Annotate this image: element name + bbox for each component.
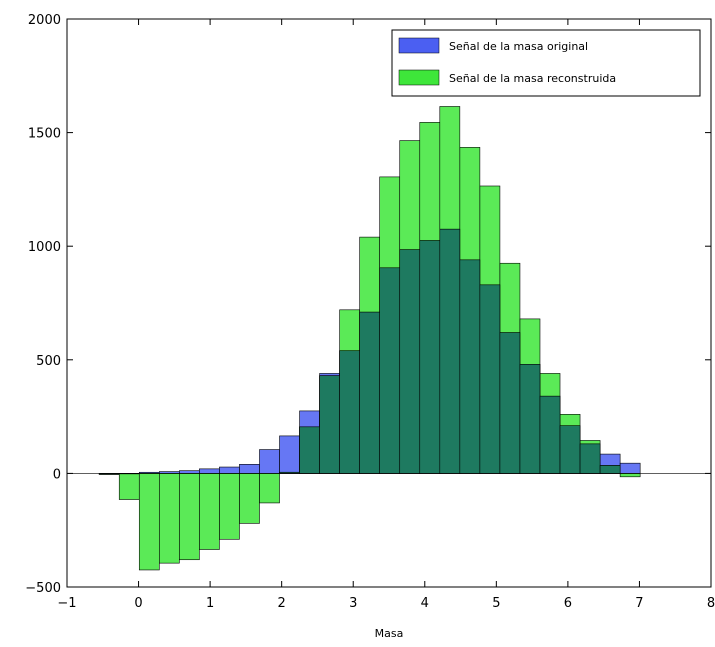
y-tick-label: −500	[25, 581, 61, 596]
x-tick-label: 7	[635, 596, 643, 611]
bar-overlap	[499, 332, 521, 474]
bar-overlap	[359, 311, 380, 474]
bar-reconstructed	[199, 473, 220, 550]
bar-overlap	[319, 375, 340, 474]
bar-reconstructed	[239, 473, 260, 524]
bar-overlap	[539, 395, 561, 474]
legend-label-original: Señal de la masa original	[449, 40, 588, 53]
bar-overlap	[559, 425, 581, 474]
bar-original	[259, 449, 280, 474]
bar-overlap	[479, 284, 501, 474]
x-tick-label: 5	[492, 596, 500, 611]
bar-overlap	[299, 426, 320, 474]
bar-reconstructed	[118, 473, 140, 500]
x-axis-title: Masa	[375, 627, 404, 640]
bar-original	[279, 435, 300, 474]
y-tick-label: 500	[36, 354, 61, 369]
y-tick-label: 0	[53, 467, 61, 482]
legend-swatch-original	[398, 37, 440, 54]
legend-box	[391, 29, 701, 97]
axis-ticks: −1 0 1 2 3 4 5 6 7 8 −500 0 500 1000 1500 2000	[25, 13, 715, 611]
bar-overlap	[399, 249, 421, 474]
bar-original	[219, 466, 240, 474]
bar-overlap	[459, 259, 481, 474]
bar-overlap	[599, 465, 621, 474]
bar-original	[239, 464, 260, 474]
legend-label-reconstructed: Señal de la masa reconstruida	[449, 72, 616, 85]
x-tick-label: 8	[707, 596, 715, 611]
bar-reconstructed	[219, 473, 240, 540]
x-tick-label: 4	[421, 596, 429, 611]
bar-reconstructed	[259, 473, 280, 504]
legend-swatch-reconstructed	[398, 69, 440, 86]
plot-frame	[66, 18, 712, 588]
bar-reconstructed	[179, 473, 200, 561]
bar-overlap	[439, 228, 461, 474]
y-tick-label: 1500	[28, 127, 61, 142]
bar-overlap	[379, 267, 401, 474]
bar-overlap	[519, 364, 541, 474]
bar-overlap	[339, 350, 360, 474]
y-tick-label: 2000	[28, 13, 61, 28]
x-tick-label: 1	[206, 596, 214, 611]
bar-original	[199, 468, 220, 474]
x-tick-label: 6	[564, 596, 572, 611]
bar-original	[619, 462, 641, 474]
bar-reconstructed	[159, 473, 180, 564]
bar-overlap	[419, 240, 441, 474]
bar-reconstructed	[619, 473, 641, 478]
x-tick-label: 2	[278, 596, 286, 611]
y-tick-label: 1000	[28, 240, 61, 255]
x-tick-label: −1	[57, 596, 76, 611]
bars-overlap	[67, 228, 711, 475]
x-tick-label: 0	[134, 596, 142, 611]
bar-original	[179, 470, 200, 474]
bar-overlap	[579, 443, 601, 474]
bar-reconstructed	[138, 473, 160, 571]
legend: Señal de la masa original Señal de la ma…	[391, 29, 701, 97]
x-tick-label: 3	[349, 596, 357, 611]
